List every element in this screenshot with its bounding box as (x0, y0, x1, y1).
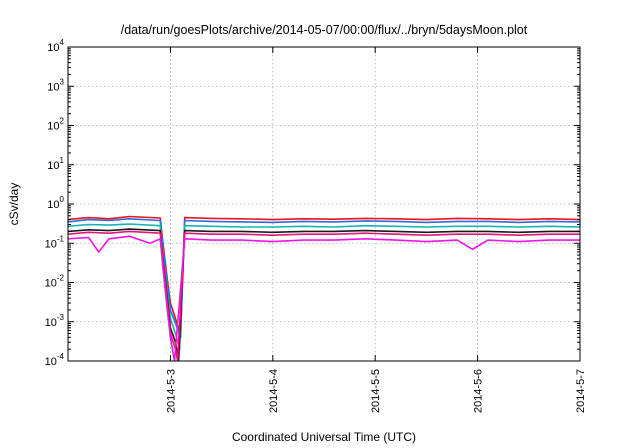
y-tick-label: 104 (47, 38, 64, 54)
x-axis-label: Coordinated Universal Time (UTC) (232, 430, 416, 444)
x-tick-label: 2014-5-4 (268, 369, 280, 413)
data-series-line (68, 228, 580, 361)
y-tick-label: 10-2 (45, 274, 65, 290)
y-tick-label: 100 (47, 195, 64, 211)
chart-title: /data/run/goesPlots/archive/2014-05-07/0… (121, 23, 528, 37)
x-tick-label: 2014-5-5 (370, 369, 382, 413)
y-tick-label: 10-1 (45, 234, 65, 250)
y-tick-label: 10-3 (45, 313, 65, 329)
x-tick-label: 2014-5-7 (575, 369, 587, 413)
y-tick-label: 102 (47, 117, 64, 133)
data-series-line (68, 215, 580, 335)
x-tick-label: 2014-5-6 (473, 369, 485, 413)
data-series-line (68, 223, 580, 350)
data-series-line (68, 218, 580, 339)
x-tick-label: 2014-5-3 (165, 369, 177, 413)
grid (68, 47, 580, 361)
x-axis: 2014-5-3 2014-5-4 2014-5-5 2014-5-6 2014-5-7 (165, 47, 587, 413)
y-axis: 10-4 10-3 10-2 10-1 100 101 102 103 104 (45, 38, 580, 368)
y-tick-label: 103 (47, 77, 64, 93)
data-series-line (68, 235, 580, 361)
series-group (68, 215, 580, 361)
data-series-line (68, 230, 580, 361)
y-tick-label: 101 (47, 156, 64, 172)
y-axis-label: cSv/day (7, 183, 21, 226)
y-tick-label: 10-4 (45, 352, 65, 368)
